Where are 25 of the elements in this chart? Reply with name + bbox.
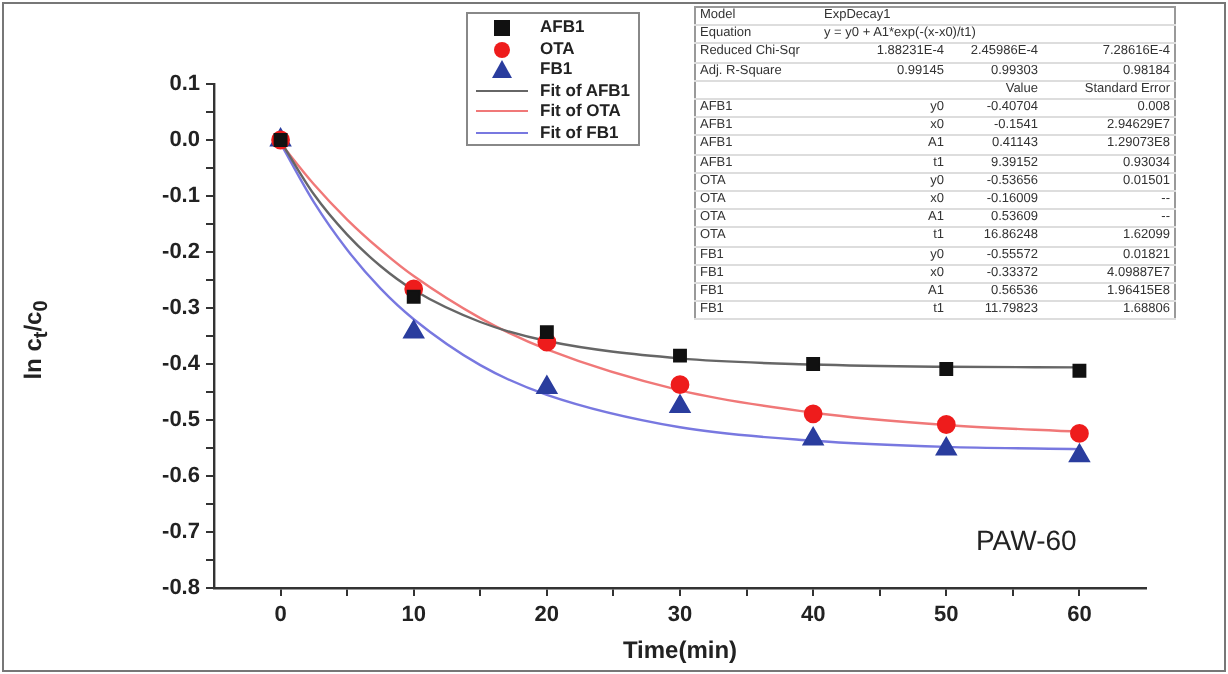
y-tick-label: 0.1 xyxy=(169,72,200,97)
x-tick-label: 50 xyxy=(934,603,959,628)
y-tick-label: -0.1 xyxy=(162,184,200,209)
legend-label: AFB1 xyxy=(538,16,587,37)
x-tick-label: 40 xyxy=(800,603,826,628)
y-tick-label: 0.0 xyxy=(169,128,200,153)
annotation: PAW-60 xyxy=(976,524,1077,556)
x-axis-title: Time(min) xyxy=(622,636,738,665)
y-tick-label: -0.8 xyxy=(162,576,200,601)
legend-label: Fit of OTA xyxy=(538,100,623,121)
x-tick-label: 60 xyxy=(1067,603,1092,628)
y-tick-label: -0.2 xyxy=(162,240,200,265)
legend-label: OTA xyxy=(538,37,577,58)
y-tick-label: -0.4 xyxy=(162,352,202,377)
x-tick-label: 20 xyxy=(534,603,560,628)
x-tick-label: 0 xyxy=(274,603,287,628)
y-tick-label: -0.3 xyxy=(162,296,200,321)
legend-label: FB1 xyxy=(538,58,575,79)
y-tick-label: -0.6 xyxy=(162,464,200,489)
x-tick-label: 10 xyxy=(401,603,426,628)
legend-label: Fit of AFB1 xyxy=(538,79,631,100)
y-tick-label: -0.7 xyxy=(162,520,200,545)
y-tick-label: -0.5 xyxy=(162,408,200,433)
x-tick-label: 30 xyxy=(667,603,693,628)
legend-label: Fit of FB1 xyxy=(538,121,621,142)
